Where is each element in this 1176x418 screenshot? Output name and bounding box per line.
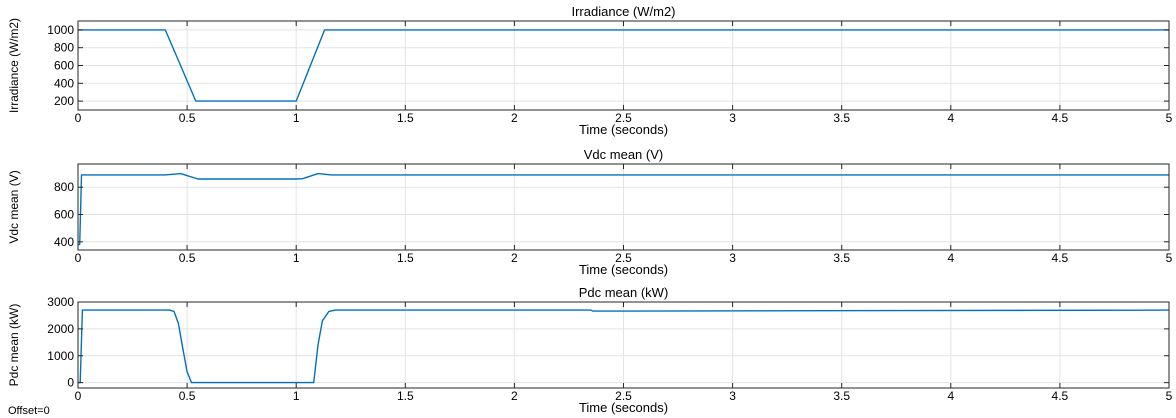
- y-tick-label: 3000: [47, 295, 74, 309]
- x-tick-label: 1.5: [397, 251, 414, 265]
- x-tick-label: 4: [947, 111, 954, 125]
- x-tick-label: 2: [511, 111, 518, 125]
- x-axis-label: Time (seconds): [579, 400, 668, 415]
- x-tick-label: 0: [75, 251, 82, 265]
- x-tick-label: 3: [729, 251, 736, 265]
- chart-title: Irradiance (W/m2): [571, 4, 675, 19]
- x-tick-label: 5: [1166, 251, 1173, 265]
- y-tick-label: 400: [54, 235, 74, 249]
- x-tick-label: 3.5: [833, 251, 850, 265]
- offset-label: Offset=0: [8, 405, 50, 417]
- x-tick-label: 1: [293, 389, 300, 403]
- y-tick-label: 800: [54, 41, 74, 55]
- x-tick-label: 1: [293, 251, 300, 265]
- x-tick-label: 4: [947, 251, 954, 265]
- y-tick-label: 200: [54, 94, 74, 108]
- series-line: [78, 172, 1169, 246]
- chart-title: Pdc mean (kW): [579, 285, 669, 300]
- x-tick-label: 3: [729, 389, 736, 403]
- x-tick-label: 2.5: [615, 251, 632, 265]
- y-axis-label: Irradiance (W/m2): [7, 18, 21, 113]
- chart-panel-2: 0 0.5 1 1.5 2 2.5 3 3.5 4 4.5 5 400 600 800 Vdc mean (…: [7, 147, 1172, 277]
- x-tick-label: 4.5: [1052, 251, 1069, 265]
- x-tick-label: 1: [293, 111, 300, 125]
- x-tick-label: 2: [511, 389, 518, 403]
- y-tick-label: 800: [54, 180, 74, 194]
- series-line: [78, 309, 1170, 384]
- y-tick-label: 0: [67, 376, 74, 390]
- y-axis-label: Pdc mean (kW): [7, 304, 21, 387]
- x-tick-label: 1.5: [397, 389, 414, 403]
- y-tick-label: 2000: [47, 322, 74, 336]
- x-tick-label: 5: [1166, 389, 1173, 403]
- x-tick-label: 2: [511, 251, 518, 265]
- y-tick-label: 600: [54, 59, 74, 73]
- x-tick-label: 2.5: [615, 111, 632, 125]
- x-tick-label: 3.5: [833, 389, 850, 403]
- y-tick-label: 400: [54, 76, 74, 90]
- x-tick-label: 4.5: [1052, 111, 1069, 125]
- x-tick-label: 4: [947, 389, 954, 403]
- y-tick-label: 600: [54, 208, 74, 222]
- x-tick-label: 0.5: [179, 111, 196, 125]
- x-tick-label: 0.5: [179, 389, 196, 403]
- x-tick-label: 0.5: [179, 251, 196, 265]
- y-tick-label: 1000: [47, 23, 74, 37]
- x-tick-label: 5: [1166, 111, 1173, 125]
- y-tick-label: 1000: [47, 349, 74, 363]
- x-tick-label: 0: [75, 389, 82, 403]
- chart-panel-1: 0 0.5 1 1.5 2 2.5 3 3.5 4 4.5 5 200 400 600 800 1000 Irr…: [7, 4, 1172, 137]
- chart-title: Vdc mean (V): [584, 147, 663, 162]
- x-axis-label: Time (seconds): [579, 262, 668, 277]
- chart-panel-3: 0 0.5 1 1.5 2 2.5 3 3.5 4 4.5 5 0 1000 2000 3000 Pdc me…: [7, 285, 1172, 415]
- x-axis-label: Time (seconds): [579, 122, 668, 137]
- x-tick-label: 2.5: [615, 389, 632, 403]
- x-tick-label: 1.5: [397, 111, 414, 125]
- x-tick-label: 0: [75, 111, 82, 125]
- x-tick-label: 3: [729, 111, 736, 125]
- y-axis-label: Vdc mean (V): [7, 170, 21, 243]
- x-tick-label: 4.5: [1052, 389, 1069, 403]
- series-line: [78, 29, 1169, 102]
- x-tick-label: 3.5: [833, 111, 850, 125]
